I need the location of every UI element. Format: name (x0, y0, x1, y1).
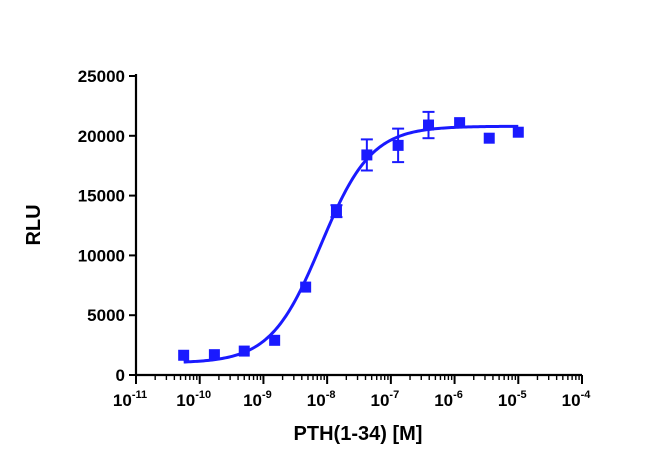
y-tick-label: 20000 (78, 127, 125, 146)
y-tick-label: 25000 (78, 67, 125, 86)
y-tick-label: 10000 (78, 246, 125, 265)
y-axis-title: RLU (23, 204, 45, 245)
data-point (238, 345, 250, 357)
x-tick-label: 10-10 (176, 389, 211, 410)
x-tick-label: 10-5 (498, 389, 527, 410)
y-tick-label: 5000 (87, 306, 125, 325)
x-tick-label: 10-7 (371, 389, 400, 410)
data-point (300, 281, 312, 293)
axes: 0 5000 10000 15000 20000 25000 10-11 10-10 10-9 1… (78, 67, 592, 410)
data-point (483, 132, 495, 144)
fit-curve-layer (183, 124, 519, 364)
y-tick-label: 0 (116, 366, 125, 385)
data-point (512, 126, 524, 138)
data-point (208, 349, 220, 361)
x-tick-label: 10-6 (434, 389, 463, 410)
data-point (178, 349, 190, 361)
data-layer (178, 110, 524, 361)
x-tick-label: 10-4 (562, 389, 592, 410)
data-point (361, 149, 373, 161)
x-axis-title: PTH(1-34) [M] (294, 423, 423, 445)
y-tick-label: 15000 (78, 187, 125, 206)
data-point (392, 139, 404, 151)
x-tick-label: 10-9 (243, 389, 272, 410)
data-point (454, 117, 466, 129)
x-tick-label: 10-8 (307, 389, 336, 410)
data-point (330, 205, 342, 217)
x-tick-label: 10-11 (113, 389, 147, 410)
fit-curve (183, 124, 519, 364)
data-point (269, 334, 281, 346)
data-point (423, 119, 435, 131)
